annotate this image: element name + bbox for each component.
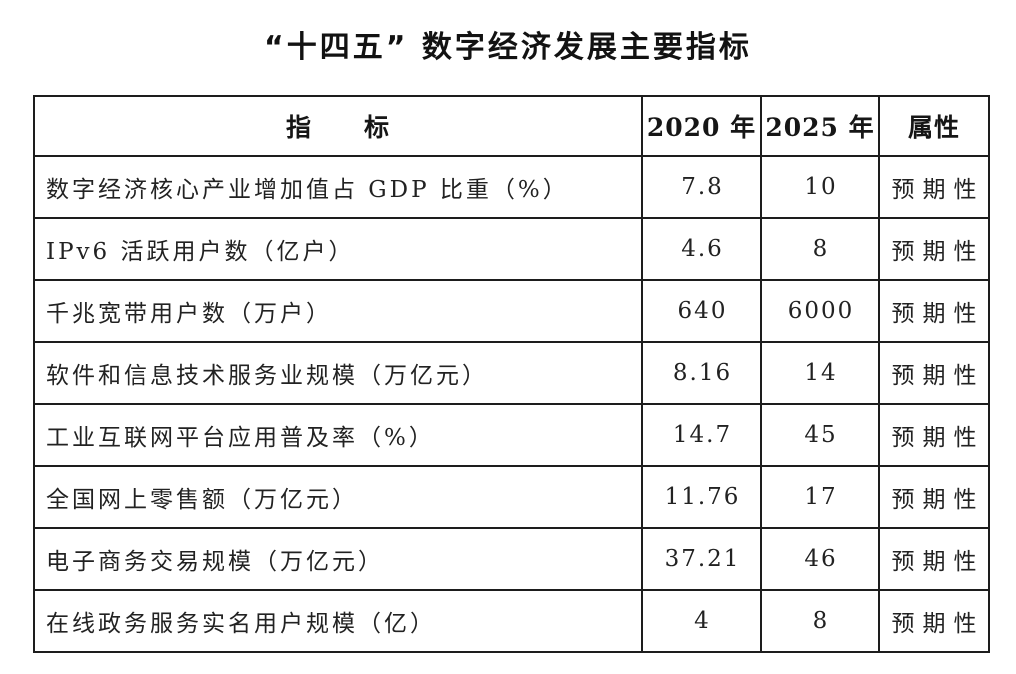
table-row: IPv6 活跃用户数（亿户） 4.6 8 预期性 [33,217,990,281]
table-row: 电子商务交易规模（万亿元） 37.21 46 预期性 [33,527,990,591]
value-2025-cell: 8 [760,589,880,653]
indicator-cell: 数字经济核心产业增加值占 GDP 比重（%） [33,155,643,219]
table-row: 全国网上零售额（万亿元） 11.76 17 预期性 [33,465,990,529]
table-row: 在线政务服务实名用户规模（亿） 4 8 预期性 [33,589,990,653]
indicator-cell: IPv6 活跃用户数（亿户） [33,217,643,281]
col-header-2020: 2020 年 [641,95,762,157]
table-row: 数字经济核心产业增加值占 GDP 比重（%） 7.8 10 预期性 [33,155,990,219]
value-2025-cell: 14 [760,341,880,405]
indicator-cell: 工业互联网平台应用普及率（%） [33,403,643,467]
value-2020-cell: 8.16 [641,341,762,405]
value-2025-cell: 10 [760,155,880,219]
value-2025-cell: 45 [760,403,880,467]
page-title: “十四五” 数字经济发展主要指标 [264,30,752,65]
indicator-cell: 软件和信息技术服务业规模（万亿元） [33,341,643,405]
table-header-row: 指 标 2020 年 2025 年 属性 [33,95,990,157]
value-2020-cell: 11.76 [641,465,762,529]
value-2020-cell: 37.21 [641,527,762,591]
value-2020-cell: 4.6 [641,217,762,281]
table-row: 工业互联网平台应用普及率（%） 14.7 45 预期性 [33,403,990,467]
indicator-cell: 全国网上零售额（万亿元） [33,465,643,529]
col-header-2025: 2025 年 [760,95,880,157]
value-2020-cell: 7.8 [641,155,762,219]
table-row: 千兆宽带用户数（万户） 640 6000 预期性 [33,279,990,343]
table-row: 软件和信息技术服务业规模（万亿元） 8.16 14 预期性 [33,341,990,405]
indicator-cell: 电子商务交易规模（万亿元） [33,527,643,591]
attribute-cell: 预期性 [878,341,990,405]
attribute-cell: 预期性 [878,155,990,219]
col-header-attribute: 属性 [878,95,990,157]
value-2025-cell: 17 [760,465,880,529]
attribute-cell: 预期性 [878,279,990,343]
col-header-indicator: 指 标 [33,95,643,157]
value-2020-cell: 4 [641,589,762,653]
table-body: 数字经济核心产业增加值占 GDP 比重（%） 7.8 10 预期性 IPv6 活… [33,155,990,653]
value-2025-cell: 46 [760,527,880,591]
indicator-cell: 在线政务服务实名用户规模（亿） [33,589,643,653]
indicators-table: 指 标 2020 年 2025 年 属性 数字经济核心产业增加值占 GDP 比重… [33,95,990,653]
attribute-cell: 预期性 [878,527,990,591]
indicator-cell: 千兆宽带用户数（万户） [33,279,643,343]
attribute-cell: 预期性 [878,589,990,653]
value-2020-cell: 640 [641,279,762,343]
value-2020-cell: 14.7 [641,403,762,467]
attribute-cell: 预期性 [878,465,990,529]
value-2025-cell: 8 [760,217,880,281]
attribute-cell: 预期性 [878,403,990,467]
attribute-cell: 预期性 [878,217,990,281]
value-2025-cell: 6000 [760,279,880,343]
